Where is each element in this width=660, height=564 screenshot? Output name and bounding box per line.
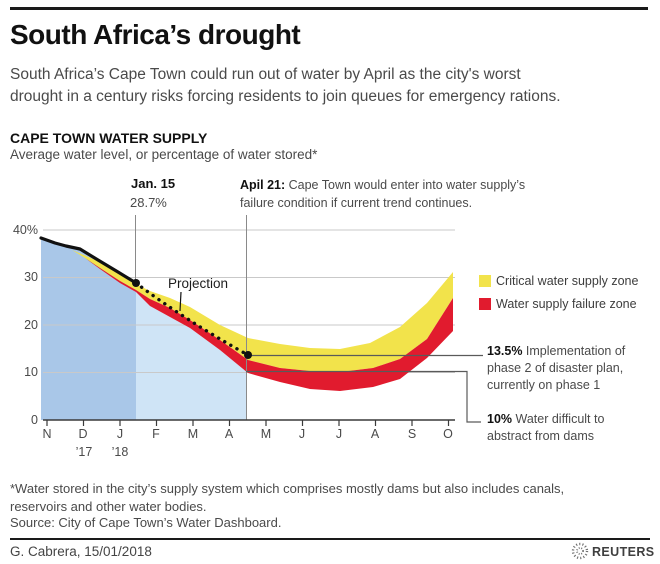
x-tick-label: D: [78, 427, 88, 441]
april21-annotation: Apil 21: Cape Town would enter into wate…: [240, 177, 540, 212]
page-subtitle-line1: South Africa’s Cape Town could run out o…: [10, 66, 521, 83]
projection-dotted-line: [134, 281, 250, 357]
critical-zone-band: [72, 250, 453, 372]
projection-pointer-line: [179, 291, 182, 312]
projection-window-area: [136, 285, 246, 420]
reuters-logo-icon: [571, 542, 589, 560]
legend-failure-swatch: [479, 298, 491, 310]
year-label-18: ’18: [111, 445, 129, 459]
page-subtitle: South Africa’s Cape Town could run out o…: [10, 64, 561, 107]
legend-failure-label: Water supply failure zone: [496, 297, 637, 311]
x-tick-label: F: [152, 427, 160, 441]
x-tick-label: M: [260, 427, 272, 441]
y-tick-label: 0: [31, 413, 38, 427]
level-10-value: 10%: [487, 412, 513, 426]
top-rule: [10, 7, 648, 10]
x-tick-label: N: [42, 427, 52, 441]
x-tick-label: S: [407, 427, 417, 441]
x-tick-label: J: [116, 427, 124, 441]
footnote-line1: *Water stored in the city’s supply syste…: [10, 481, 565, 496]
x-axis-ticks: [46, 420, 450, 426]
observed-level-line: [39, 236, 138, 285]
x-tick-label: A: [224, 427, 234, 441]
credit-line: G. Cabrera, 15/01/2018: [10, 544, 152, 559]
bottom-rule: [10, 538, 650, 540]
x-tick-label: M: [187, 427, 199, 441]
y-tick-label: 40%: [12, 223, 38, 237]
y-tick-label: 10: [24, 365, 38, 379]
y-tick-label: 30: [24, 270, 38, 284]
history-area: [41, 238, 136, 420]
jan15-point: [132, 279, 140, 287]
april21-point: [244, 351, 252, 359]
source-line: Source: City of Cape Town’s Water Dashbo…: [10, 515, 282, 530]
x-tick-label: J: [335, 427, 343, 441]
level-10-annotation: 10% Water difficult to abstract from dam…: [487, 412, 605, 443]
level-10-connector: [246, 370, 481, 423]
footnote-line2: reservoirs and other water bodies.: [10, 498, 207, 514]
year-label-17: ’17: [75, 445, 93, 459]
jan15-date-label: Jan. 15: [131, 176, 176, 191]
page-title: South Africa’s drought: [10, 19, 301, 50]
chart-title: CAPE TOWN WATER SUPPLY: [10, 130, 208, 146]
page-subtitle-line2: drought in a century risks forcing resid…: [10, 87, 561, 105]
projection-label: Projection: [168, 276, 229, 291]
jan15-value-label: 28.7%: [130, 195, 167, 210]
level-135-value: 13.5%: [487, 344, 523, 358]
legend-critical-swatch: [479, 275, 491, 287]
april21-text-line2: failure condition if current trend conti…: [240, 195, 473, 210]
reuters-wordmark: REUTERS: [592, 545, 655, 559]
x-tick-label: A: [370, 427, 380, 441]
x-tick-label: J: [298, 427, 306, 441]
april21-text-line1: Cape Town would enter into water supply’…: [285, 178, 526, 192]
footnote: *Water stored in the city’s supply syste…: [10, 480, 564, 515]
x-tick-label: O: [443, 427, 453, 441]
april21-date-bold: Apil 21:: [240, 178, 286, 192]
chart-subtitle: Average water level, or percentage of wa…: [10, 147, 318, 162]
level-135-annotation: 13.5% Implementation of phase 2 of disas…: [487, 344, 626, 392]
legend-critical-label: Critical water supply zone: [496, 274, 639, 288]
y-tick-label: 20: [24, 318, 38, 332]
